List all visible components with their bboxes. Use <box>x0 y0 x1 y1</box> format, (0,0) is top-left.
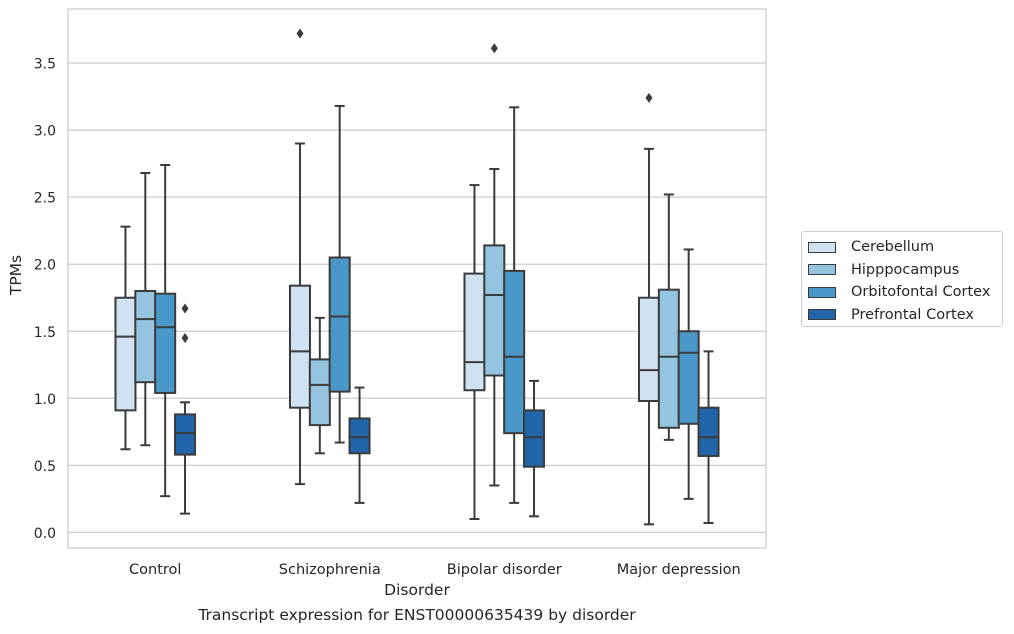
x-tick-label: Control <box>129 562 181 578</box>
box <box>657 288 680 429</box>
x-tick-label: Bipolar disorder <box>447 562 562 578</box>
outlier-point <box>645 92 653 103</box>
box-group <box>483 43 506 487</box>
legend-label: Cerebellum <box>851 239 935 256</box>
y-axis-ticks: 0.0 0.5 1.0 1.5 2.0 2.5 3.0 3.5 <box>34 57 56 542</box>
legend: Cerebellum Hipppocampus Orbitofontal Cor… <box>801 231 1003 327</box>
outlier-point <box>296 28 304 39</box>
box <box>483 244 506 377</box>
box <box>154 292 177 394</box>
box-group <box>697 350 720 525</box>
box-group <box>174 303 197 515</box>
y-tick-label: 1.5 <box>34 325 56 341</box>
y-axis-title: TPMs <box>7 255 25 296</box>
box <box>308 358 331 427</box>
box <box>288 284 311 409</box>
box-group <box>523 379 546 518</box>
outlier-point <box>490 43 498 54</box>
legend-item: Prefrontal Cortex <box>802 304 1002 327</box>
legend-swatch <box>808 264 836 276</box>
legend-label: Prefrontal Cortex <box>851 306 974 323</box>
y-tick-label: 1.0 <box>34 392 56 408</box>
legend-item: Orbitofontal Cortex <box>802 281 1002 304</box>
legend-swatch <box>808 241 836 253</box>
y-tick-label: 0.0 <box>34 526 56 542</box>
box <box>697 406 720 457</box>
box <box>348 417 371 455</box>
box-group <box>637 92 660 526</box>
box <box>114 296 137 412</box>
box-group <box>328 104 351 444</box>
legend-label: Hipppocampus <box>851 261 960 278</box>
box <box>677 330 700 425</box>
legend-label: Orbitofontal Cortex <box>851 284 991 301</box>
box <box>134 290 157 384</box>
legend-swatch <box>808 309 836 321</box>
y-tick-label: 0.5 <box>34 459 56 475</box>
box-group <box>134 172 157 447</box>
box <box>523 409 546 468</box>
outlier-point <box>181 303 189 314</box>
box-group <box>348 386 371 504</box>
x-tick-label: Schizophrenia <box>279 562 381 578</box>
box-group <box>463 184 486 520</box>
box-group <box>657 193 680 441</box>
box <box>328 256 351 393</box>
box-plot-series <box>114 28 720 526</box>
box <box>174 413 197 456</box>
plot-frame <box>67 8 767 549</box>
box <box>637 296 660 402</box>
y-tick-label: 2.5 <box>34 191 56 207</box>
y-tick-label: 3.5 <box>34 57 56 73</box>
legend-item: Cerebellum <box>802 236 1002 259</box>
y-tick-label: 2.0 <box>34 258 56 274</box>
box-group <box>677 248 700 500</box>
y-tick-label: 3.0 <box>34 124 56 140</box>
legend-item: Hipppocampus <box>802 259 1002 282</box>
x-axis-title: Disorder <box>384 581 450 599</box>
box <box>463 272 486 392</box>
box-group <box>503 106 526 504</box>
box-group <box>288 28 311 486</box>
x-tick-label: Major depression <box>617 562 741 578</box>
chart-caption: Transcript expression for ENST0000063543… <box>198 606 636 624</box>
outlier-point <box>181 332 189 343</box>
x-axis-ticks: Control Schizophrenia Bipolar disorder Majo… <box>129 562 741 578</box>
box <box>503 269 526 435</box>
box-group <box>114 225 137 451</box>
box-group <box>308 316 331 455</box>
legend-swatch <box>808 286 836 298</box>
box-group <box>154 163 177 498</box>
